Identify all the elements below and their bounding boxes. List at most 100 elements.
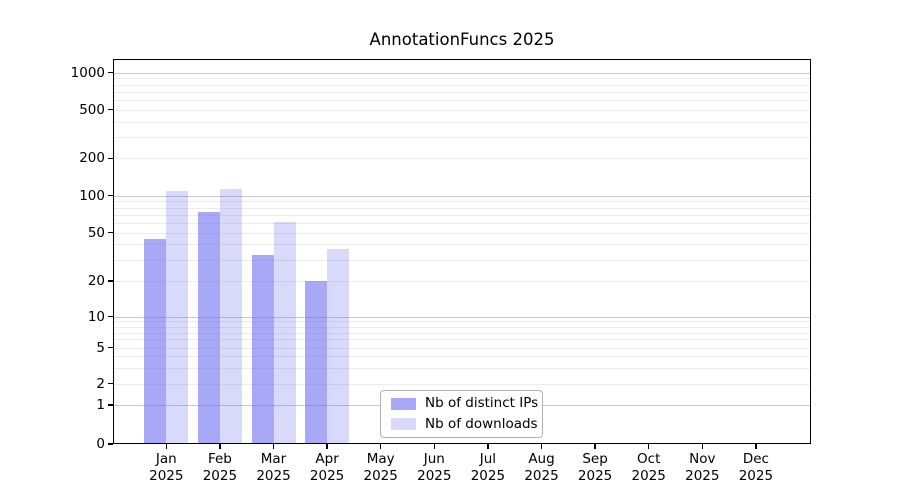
y-tick-mark xyxy=(108,109,113,111)
x-tick-month: Sep xyxy=(582,451,608,467)
x-tick-year: 2025 xyxy=(577,468,613,484)
gridline-minor xyxy=(113,121,811,123)
bar-downloads-mar xyxy=(273,222,296,444)
x-tick-label-jul: Jul 2025 xyxy=(460,451,516,485)
x-tick-month: May xyxy=(366,451,395,467)
x-tick-label-nov: Nov 2025 xyxy=(674,451,730,485)
y-tick-label-2: 2 xyxy=(96,375,105,392)
y-tick-mark xyxy=(108,280,113,282)
x-tick-mark xyxy=(433,444,435,449)
gridline-minor xyxy=(113,158,811,160)
y-tick-label-0: 0 xyxy=(96,436,105,452)
x-tick-mark xyxy=(540,444,543,449)
x-tick-year: 2025 xyxy=(685,468,720,484)
x-tick-label-jan: Jan 2025 xyxy=(138,451,194,485)
gridline-major xyxy=(113,316,811,318)
y-tick-label-1000: 1000 xyxy=(70,64,105,81)
x-tick-month: Oct xyxy=(637,451,661,467)
legend-swatch-distinct-ips-icon xyxy=(391,397,416,410)
y-tick-mark xyxy=(108,232,113,234)
x-tick-year: 2025 xyxy=(202,468,238,484)
gridline-minor xyxy=(113,222,811,224)
x-tick-year: 2025 xyxy=(309,468,345,484)
gridline-minor xyxy=(113,383,811,385)
legend-label-distinct-ips: Nb of distinct IPs xyxy=(425,395,539,412)
y-tick-label-20: 20 xyxy=(87,273,105,289)
gridline-minor xyxy=(113,367,811,369)
x-tick-mark xyxy=(755,444,757,449)
x-tick-year: 2025 xyxy=(470,468,506,484)
x-tick-month: Jul xyxy=(479,451,497,467)
x-tick-label-feb: Feb 2025 xyxy=(192,451,248,485)
gridline-minor xyxy=(113,99,811,101)
x-tick-label-apr: Apr 2025 xyxy=(299,451,355,485)
gridline-minor xyxy=(113,321,811,323)
gridline-minor xyxy=(113,232,811,234)
gridline-minor xyxy=(113,201,811,203)
bar-distinct-ips-feb xyxy=(197,211,220,444)
y-tick-mark xyxy=(108,157,113,159)
x-tick-month: Mar xyxy=(260,451,287,467)
gridline-minor xyxy=(113,214,811,216)
x-tick-mark xyxy=(165,444,167,449)
legend-item-downloads: Nb of downloads xyxy=(391,415,542,432)
y-tick-mark xyxy=(108,346,113,349)
x-tick-label-oct: Oct 2025 xyxy=(621,451,677,485)
x-tick-month: Apr xyxy=(315,451,339,467)
x-tick-label-jun: Jun 2025 xyxy=(406,451,462,485)
legend-label-downloads: Nb of downloads xyxy=(425,415,538,432)
y-tick-label-10: 10 xyxy=(87,308,105,325)
x-tick-year: 2025 xyxy=(417,468,452,484)
gridline-minor xyxy=(113,136,811,138)
x-tick-label-dec: Dec 2025 xyxy=(728,451,784,485)
x-tick-label-sep: Sep 2025 xyxy=(567,451,623,485)
x-tick-year: 2025 xyxy=(256,468,291,484)
x-tick-month: Jun xyxy=(423,451,445,467)
x-tick-month: Feb xyxy=(207,451,232,467)
x-tick-month: Dec xyxy=(742,451,769,467)
y-tick-mark xyxy=(108,382,113,385)
legend-item-distinct-ips: Nb of distinct IPs xyxy=(391,396,542,411)
bar-downloads-feb xyxy=(219,189,242,444)
gridline-minor xyxy=(113,347,811,349)
gridline-minor xyxy=(113,109,811,111)
gridline-minor xyxy=(113,356,811,358)
gridline-minor xyxy=(113,244,811,246)
plot-area xyxy=(113,59,811,444)
x-tick-year: 2025 xyxy=(631,468,666,484)
x-tick-year: 2025 xyxy=(738,468,774,484)
gridline-major xyxy=(113,72,811,74)
y-tick-mark xyxy=(108,443,113,445)
y-tick-label-50: 50 xyxy=(87,224,105,241)
bar-downloads-apr xyxy=(327,248,350,444)
y-tick-label-200: 200 xyxy=(79,150,105,167)
y-tick-mark xyxy=(108,316,113,318)
gridline-minor xyxy=(113,84,811,86)
gridline-minor xyxy=(113,207,811,209)
chart-title: AnnotationFuncs 2025 xyxy=(369,30,555,49)
y-tick-label-1: 1 xyxy=(96,397,105,413)
x-tick-label-aug: Aug 2025 xyxy=(514,451,570,485)
x-tick-label-mar: Mar 2025 xyxy=(246,451,302,485)
x-tick-mark xyxy=(380,444,382,449)
legend-swatch-downloads-icon xyxy=(391,418,416,431)
bar-distinct-ips-jan xyxy=(144,239,167,444)
x-tick-mark xyxy=(648,444,650,449)
x-tick-year: 2025 xyxy=(363,468,398,484)
y-tick-mark xyxy=(108,195,113,197)
y-tick-mark xyxy=(108,404,113,406)
gridline-major xyxy=(113,195,811,197)
x-tick-mark xyxy=(487,444,489,449)
y-tick-label-500: 500 xyxy=(79,101,105,118)
x-tick-mark xyxy=(701,444,703,449)
x-tick-month: Aug xyxy=(528,451,555,467)
gridline-minor xyxy=(113,339,811,341)
bar-distinct-ips-mar xyxy=(251,254,274,444)
gridline-minor xyxy=(113,326,811,328)
gridline-minor xyxy=(113,281,811,282)
y-tick-label-100: 100 xyxy=(79,187,105,204)
gridline-minor xyxy=(113,91,811,93)
x-tick-label-may: May 2025 xyxy=(353,451,409,485)
x-tick-mark xyxy=(219,444,221,449)
